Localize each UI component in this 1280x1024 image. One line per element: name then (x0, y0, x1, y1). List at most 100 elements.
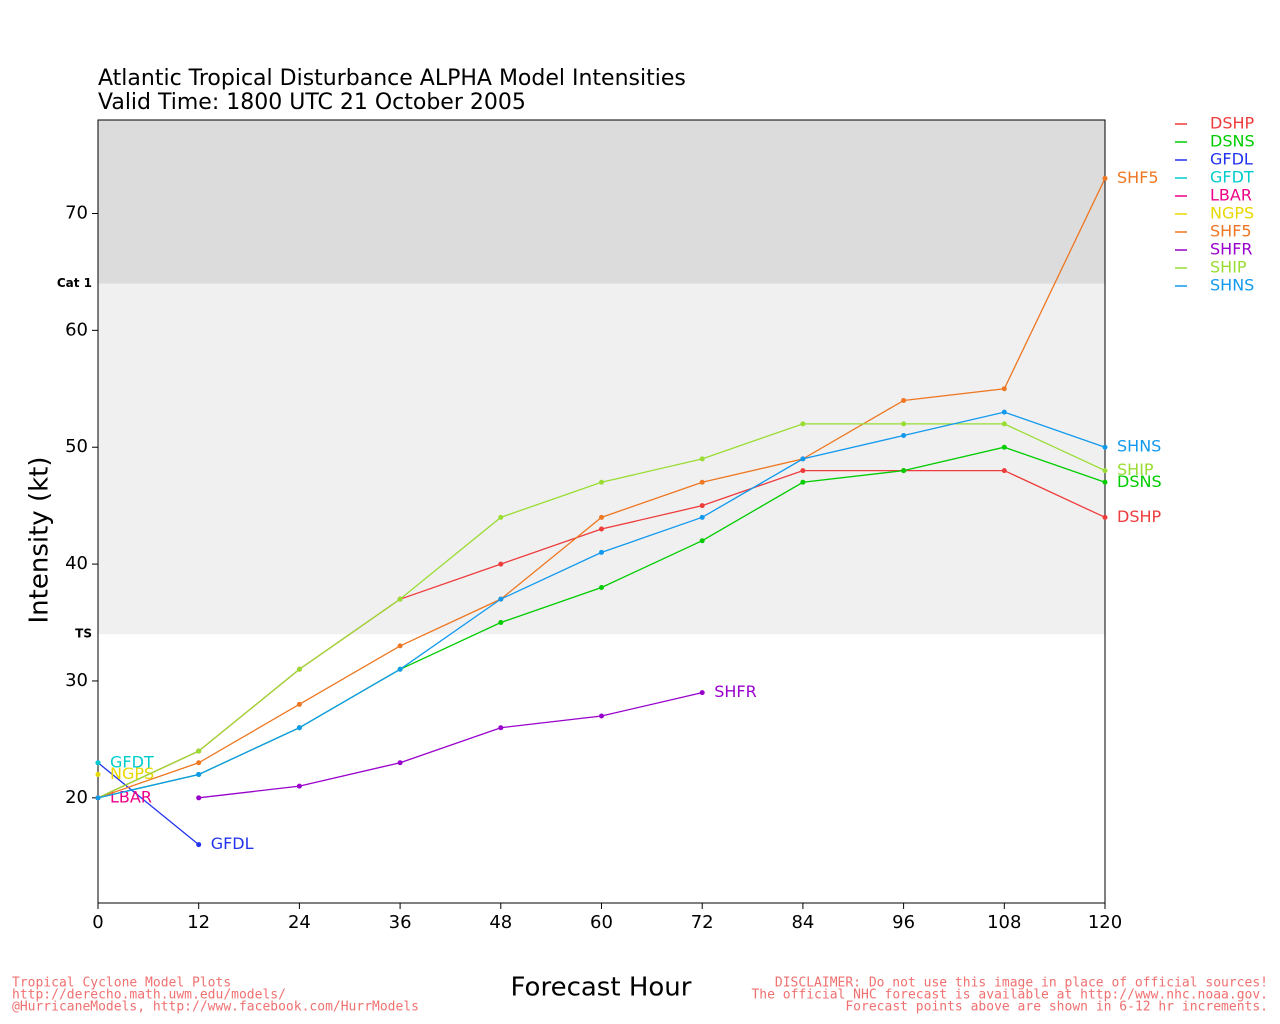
legend-label: SHF5 (1210, 222, 1252, 241)
series-point (296, 725, 302, 731)
y-tick-label: 60 (65, 319, 88, 340)
series-point (95, 771, 101, 777)
series-end-label: DSHP (1117, 507, 1162, 526)
legend-label: DSNS (1210, 132, 1255, 151)
series-point (800, 468, 806, 474)
series-line (97, 762, 200, 846)
series-end-label: SHNS (1117, 437, 1161, 456)
series-point (699, 690, 705, 696)
legend-label: LBAR (1210, 186, 1252, 205)
series-end-label: NGPS (110, 764, 154, 783)
series-end-label: SHF5 (1117, 168, 1159, 187)
series-point (800, 479, 806, 485)
series-point (599, 549, 604, 555)
series-point (196, 748, 202, 754)
series-point (196, 771, 202, 777)
series-point (1102, 479, 1108, 485)
footer-right: Forecast points above are shown in 6-12 … (845, 1000, 1268, 1015)
legend-label: SHNS (1210, 276, 1254, 295)
series-point (901, 397, 907, 403)
legend-label: SHIP (1210, 258, 1247, 277)
x-tick-label: 84 (791, 912, 814, 933)
series-point (296, 666, 302, 672)
intensity-band (98, 283, 1105, 635)
series-point (599, 479, 604, 485)
x-tick-label: 96 (892, 912, 915, 933)
series-point (196, 842, 202, 848)
series-point (1001, 386, 1007, 392)
footer-right: The official NHC forecast is available a… (751, 988, 1268, 1003)
chart-subtitle: Valid Time: 1800 UTC 21 October 2005 (98, 90, 526, 115)
series-point (397, 666, 403, 672)
legend-label: GFDT (1210, 168, 1254, 187)
series-point (699, 538, 705, 544)
x-tick-label: 12 (187, 912, 210, 933)
series-point (901, 421, 907, 427)
series-point (901, 433, 907, 439)
x-tick-label: 24 (288, 912, 311, 933)
y-axis-label: Intensity (kt) (25, 457, 55, 624)
x-tick-label: 120 (1088, 912, 1122, 933)
series-point (1001, 421, 1007, 427)
series-point (901, 468, 907, 474)
footer-left: http://derecho.math.uwm.edu/models/ (12, 988, 286, 1003)
x-tick-label: 60 (590, 912, 613, 933)
footer-left: @HurricaneModels, http://www.facebook.co… (12, 1000, 419, 1015)
series-point (599, 526, 604, 532)
x-tick-label: 48 (489, 912, 512, 933)
threshold-label: Cat 1 (57, 276, 92, 290)
legend-label: SHFR (1210, 240, 1253, 259)
series-point (498, 514, 504, 520)
legend-label: GFDL (1210, 150, 1253, 169)
y-tick-label: 70 (65, 202, 88, 223)
series-end-label: GFDL (211, 834, 254, 853)
legend-label: DSHP (1210, 114, 1255, 133)
series-end-label: GFDT (110, 752, 154, 771)
series-point (699, 479, 705, 485)
x-tick-label: 36 (389, 912, 412, 933)
y-tick-label: 20 (65, 787, 88, 808)
series-point (1102, 444, 1108, 450)
series-point (800, 421, 806, 427)
x-axis-label: Forecast Hour (511, 973, 692, 1003)
series-end-label: SHFR (714, 682, 757, 701)
series-point (699, 503, 705, 509)
series-point (1102, 468, 1108, 474)
series-point (800, 456, 806, 462)
series-point (1001, 468, 1007, 474)
threshold-label: TS (75, 627, 92, 641)
series-point (397, 760, 403, 766)
series-point (498, 620, 504, 626)
series-point (296, 783, 302, 789)
series-point (196, 760, 202, 766)
series-point (95, 760, 101, 766)
series-point (699, 456, 705, 462)
intensity-band (98, 120, 1105, 284)
series-line (198, 692, 703, 799)
series-point (599, 584, 604, 590)
footer-right: DISCLAIMER: Do not use this image in pla… (775, 976, 1268, 991)
legend-label: NGPS (1210, 204, 1254, 223)
series-point (196, 795, 202, 801)
series-point (95, 795, 101, 801)
series-point (498, 596, 504, 602)
series-end-label: DSNS (1117, 472, 1162, 491)
series-point (699, 514, 705, 520)
series-point (1001, 444, 1007, 450)
series-point (599, 713, 604, 719)
chart-title: Atlantic Tropical Disturbance ALPHA Mode… (98, 66, 686, 91)
series-point (1102, 514, 1108, 520)
series-point (397, 596, 403, 602)
x-tick-label: 72 (691, 912, 714, 933)
y-tick-label: 30 (65, 670, 88, 691)
x-tick-label: 108 (987, 912, 1021, 933)
series-point (498, 561, 504, 567)
series-point (397, 643, 403, 649)
x-tick-label: 0 (92, 912, 103, 933)
series-point (296, 701, 302, 707)
series-point (599, 514, 604, 520)
y-tick-label: 50 (65, 436, 88, 457)
series-point (1001, 409, 1007, 415)
